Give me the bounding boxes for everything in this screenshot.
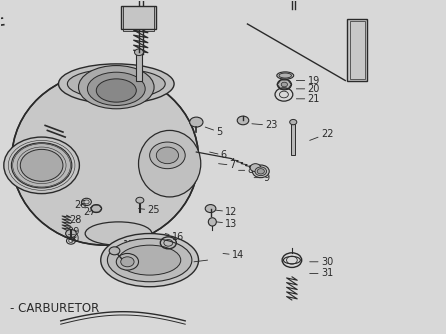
- Ellipse shape: [279, 73, 292, 78]
- Text: 5: 5: [205, 127, 223, 137]
- Text: 16: 16: [165, 232, 184, 242]
- Ellipse shape: [67, 69, 165, 99]
- Circle shape: [205, 205, 216, 212]
- Circle shape: [116, 254, 139, 270]
- Ellipse shape: [58, 64, 174, 104]
- Ellipse shape: [96, 79, 136, 102]
- Ellipse shape: [87, 72, 145, 106]
- Ellipse shape: [208, 218, 216, 226]
- Circle shape: [136, 197, 144, 203]
- Text: 22: 22: [310, 129, 333, 140]
- Circle shape: [190, 117, 203, 127]
- Ellipse shape: [277, 72, 294, 79]
- Circle shape: [150, 142, 185, 169]
- Circle shape: [237, 116, 249, 125]
- Bar: [350, 21, 365, 79]
- Circle shape: [135, 49, 144, 55]
- Circle shape: [91, 205, 102, 212]
- Text: 7: 7: [219, 160, 236, 170]
- Ellipse shape: [101, 233, 198, 287]
- Circle shape: [11, 143, 72, 188]
- Bar: [291, 124, 295, 155]
- Circle shape: [66, 229, 76, 237]
- Circle shape: [290, 120, 297, 125]
- Ellipse shape: [119, 245, 181, 275]
- Circle shape: [257, 169, 264, 174]
- Ellipse shape: [85, 222, 152, 245]
- Text: 11: 11: [110, 99, 131, 109]
- Text: 9: 9: [254, 173, 269, 183]
- Bar: [347, 19, 368, 80]
- Text: 15: 15: [123, 240, 135, 250]
- Text: 13: 13: [216, 218, 237, 228]
- Text: - CARBURETOR: - CARBURETOR: [9, 302, 99, 315]
- Bar: [136, 52, 142, 80]
- Circle shape: [255, 167, 267, 176]
- Text: 6: 6: [210, 150, 227, 160]
- Bar: [123, 6, 154, 31]
- Text: 8: 8: [239, 165, 254, 175]
- Text: 40: 40: [67, 233, 80, 243]
- Text: 29: 29: [67, 227, 80, 237]
- Ellipse shape: [78, 65, 154, 109]
- Ellipse shape: [107, 238, 192, 282]
- Text: 28: 28: [70, 215, 82, 225]
- Circle shape: [20, 149, 63, 181]
- Text: 20: 20: [296, 84, 320, 94]
- Ellipse shape: [12, 72, 198, 245]
- Bar: [121, 6, 156, 29]
- Text: 19: 19: [296, 75, 320, 86]
- Text: 27: 27: [83, 207, 95, 217]
- Circle shape: [250, 164, 261, 172]
- Circle shape: [4, 137, 79, 194]
- Text: 30: 30: [310, 257, 333, 267]
- Text: 25: 25: [139, 205, 160, 215]
- Circle shape: [252, 165, 269, 178]
- Circle shape: [109, 247, 120, 255]
- Text: 23: 23: [252, 121, 277, 130]
- Ellipse shape: [139, 130, 201, 197]
- Circle shape: [281, 82, 288, 87]
- Text: 21: 21: [296, 94, 320, 104]
- Text: 31: 31: [310, 269, 333, 279]
- Circle shape: [277, 79, 292, 90]
- Text: 14: 14: [223, 250, 244, 260]
- Circle shape: [121, 257, 134, 267]
- Circle shape: [156, 147, 178, 164]
- Text: 26: 26: [74, 200, 87, 210]
- Text: 12: 12: [216, 207, 238, 217]
